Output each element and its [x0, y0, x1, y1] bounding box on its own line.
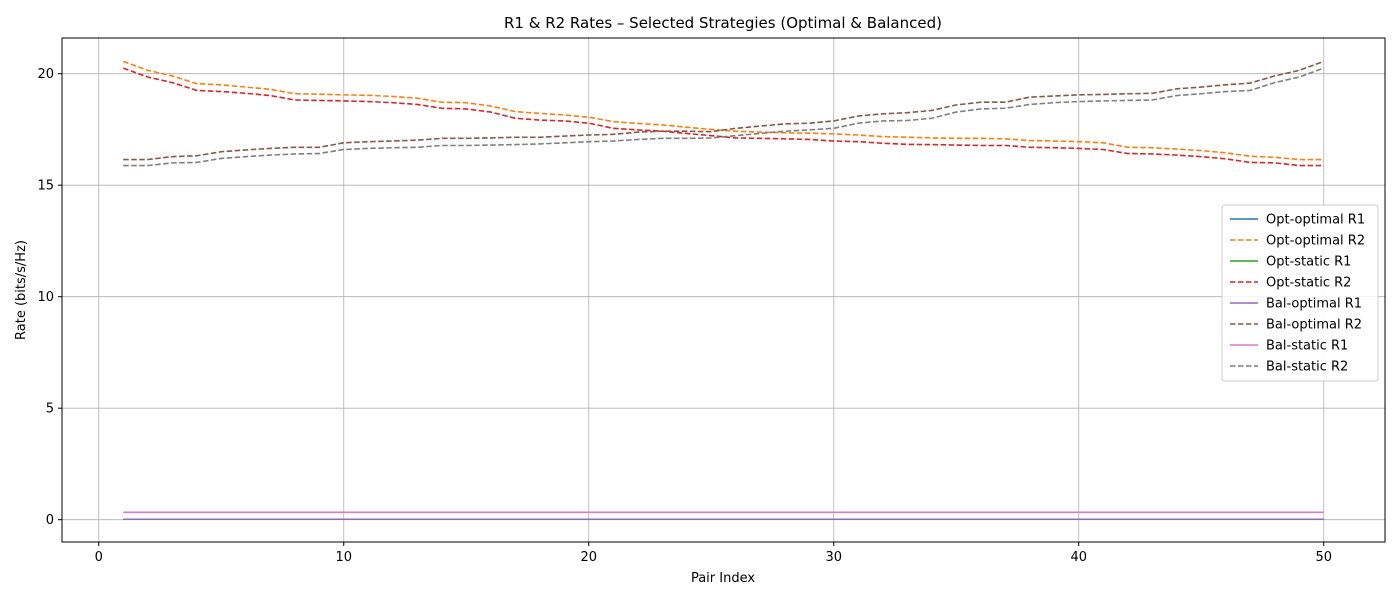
legend-box — [1221, 204, 1379, 382]
legend-label: Bal-optimal R2 — [1266, 318, 1362, 333]
legend-label: Bal-optimal R1 — [1266, 297, 1362, 312]
x-tick-label: 30 — [825, 550, 842, 565]
y-tick-label: 10 — [37, 290, 54, 305]
x-tick-label: 10 — [335, 550, 352, 565]
legend-label: Bal-static R2 — [1266, 360, 1348, 375]
x-tick-label: 50 — [1315, 550, 1332, 565]
y-tick-label: 15 — [37, 179, 54, 194]
legend-label: Opt-optimal R2 — [1266, 234, 1365, 249]
y-tick-label: 5 — [46, 402, 54, 417]
series-line-opt-static-r2 — [122, 67, 1324, 167]
x-tick-label: 20 — [580, 550, 597, 565]
grid — [62, 38, 1385, 542]
x-tick-label: 0 — [95, 550, 103, 565]
legend-label: Opt-optimal R1 — [1266, 213, 1365, 228]
y-tick-label: 20 — [37, 67, 54, 82]
axes: 0 10 20 30 40 50 0 5 10 15 20 — [37, 37, 1386, 565]
x-tick-label: 40 — [1070, 550, 1087, 565]
y-axis-label: Rate (bits/s/Hz) — [14, 240, 29, 340]
y-tick-label: 0 — [46, 513, 54, 528]
chart-title: R1 & R2 Rates – Selected Strategies (Opt… — [504, 14, 942, 32]
legend-label: Opt-static R2 — [1266, 276, 1351, 291]
legend: Opt-optimal R1 Opt-optimal R2 Opt-static R… — [1221, 204, 1379, 382]
plot-lines — [122, 60, 1325, 521]
x-axis-label: Pair Index — [691, 571, 755, 586]
series-line-bal-optimal-r2 — [123, 60, 1325, 161]
legend-label: Bal-static R1 — [1266, 339, 1348, 354]
plot-frame — [61, 37, 1386, 543]
legend-label: Opt-static R1 — [1266, 255, 1351, 270]
series-line-opt-optimal-r2 — [122, 60, 1324, 161]
series-line-bal-static-r2 — [123, 67, 1325, 167]
